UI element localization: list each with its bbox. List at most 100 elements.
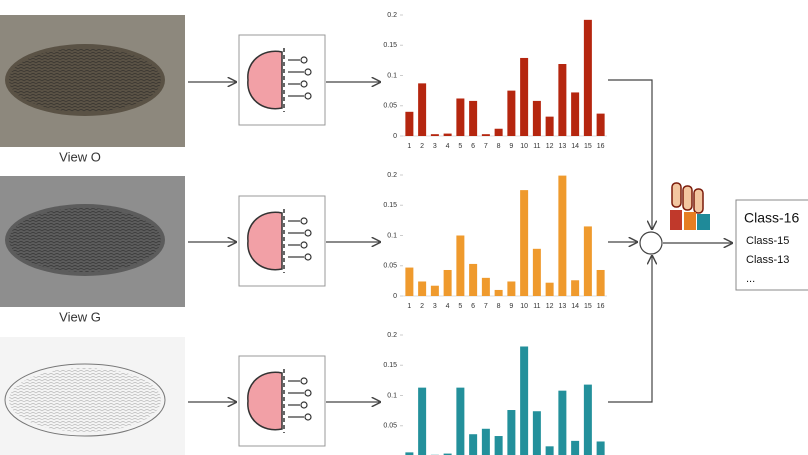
bar — [507, 410, 516, 455]
circuit-node — [304, 68, 312, 76]
bar — [494, 128, 503, 136]
bar — [545, 446, 554, 455]
bar — [494, 289, 503, 296]
x-tick-label: 2 — [420, 143, 424, 150]
y-tick-label: 0.05 — [383, 103, 397, 110]
x-tick-label: 3 — [433, 143, 437, 150]
brain — [247, 371, 283, 431]
y-tick-label: 0 — [393, 133, 397, 140]
circuit-node — [304, 92, 312, 100]
output-class: Class-13 — [746, 254, 789, 266]
y-tick-label: 0.1 — [387, 392, 397, 399]
bar — [456, 98, 465, 136]
bar — [481, 277, 490, 296]
circuit-node — [300, 241, 308, 249]
bar — [583, 19, 592, 137]
x-tick-label: 10 — [520, 143, 528, 150]
model-icon — [238, 195, 326, 287]
view-label: View O — [59, 149, 101, 164]
x-tick-label: 6 — [471, 143, 475, 150]
y-tick-label: 0.15 — [383, 42, 397, 49]
bar — [520, 57, 529, 136]
arrow — [608, 256, 652, 403]
x-tick-label: 13 — [558, 303, 566, 310]
y-tick-label: 0.05 — [383, 423, 397, 430]
x-tick-label: 10 — [520, 303, 528, 310]
x-tick-label: 14 — [571, 303, 579, 310]
bar — [405, 267, 414, 296]
bar — [520, 346, 529, 455]
bar — [405, 452, 414, 455]
bar — [545, 282, 554, 296]
circuit-node — [300, 56, 308, 64]
circuit-node — [304, 389, 312, 397]
bar — [571, 440, 580, 455]
view-label: View G — [59, 309, 101, 324]
circuit-node — [300, 377, 308, 385]
bar — [430, 134, 439, 136]
x-tick-label: 1 — [407, 143, 411, 150]
x-tick-label: 16 — [597, 303, 605, 310]
model-icon — [238, 34, 326, 126]
bar — [481, 428, 490, 455]
bar — [596, 441, 605, 455]
bar — [558, 175, 567, 296]
bar — [418, 281, 427, 296]
y-tick-label: 0.2 — [387, 172, 397, 179]
x-tick-label: 15 — [584, 143, 592, 150]
voting-icon — [670, 182, 710, 230]
output-box — [735, 199, 808, 291]
bar — [520, 190, 529, 296]
bar — [583, 226, 592, 296]
x-tick-label: 5 — [458, 143, 462, 150]
bar — [443, 453, 452, 455]
circuit-node — [304, 253, 312, 261]
output-class: Class-15 — [746, 235, 789, 247]
bar — [532, 100, 541, 136]
y-tick-label: 0.05 — [383, 263, 397, 270]
y-tick-label: 0.1 — [387, 72, 397, 79]
bar — [532, 248, 541, 296]
x-tick-label: 15 — [584, 303, 592, 310]
bar — [469, 100, 478, 136]
x-tick-label: 5 — [458, 303, 462, 310]
bar — [469, 263, 478, 296]
bar — [494, 436, 503, 455]
x-tick-label: 12 — [546, 143, 554, 150]
image-view-g — [0, 176, 185, 307]
bar — [418, 387, 427, 455]
circuit-node — [304, 413, 312, 421]
image-view-o — [0, 15, 185, 147]
x-tick-label: 4 — [446, 143, 450, 150]
y-tick-label: 0.1 — [387, 232, 397, 239]
bar — [456, 387, 465, 455]
image-view-edge — [0, 337, 185, 455]
output-class: ... — [746, 273, 755, 285]
model-icon — [238, 355, 326, 447]
x-tick-label: 4 — [446, 303, 450, 310]
bar — [596, 269, 605, 296]
bar — [596, 113, 605, 136]
fusion-node — [639, 231, 663, 255]
x-tick-label: 11 — [533, 303, 540, 310]
bar — [571, 92, 580, 136]
output-class: Class-16 — [744, 210, 799, 226]
arrow — [608, 79, 652, 229]
x-tick-label: 8 — [497, 143, 501, 150]
bar — [507, 90, 516, 136]
x-tick-label: 14 — [571, 143, 579, 150]
x-tick-label: 8 — [497, 303, 501, 310]
x-tick-label: 13 — [558, 143, 566, 150]
bar — [405, 111, 414, 136]
x-tick-label: 11 — [533, 143, 540, 150]
bar — [418, 83, 427, 136]
bar — [443, 269, 452, 296]
bar — [532, 411, 541, 455]
y-tick-label: 0 — [393, 293, 397, 300]
x-tick-label: 9 — [509, 143, 513, 150]
x-tick-label: 2 — [420, 303, 424, 310]
bar — [481, 134, 490, 136]
bar — [558, 390, 567, 455]
bar — [545, 116, 554, 136]
